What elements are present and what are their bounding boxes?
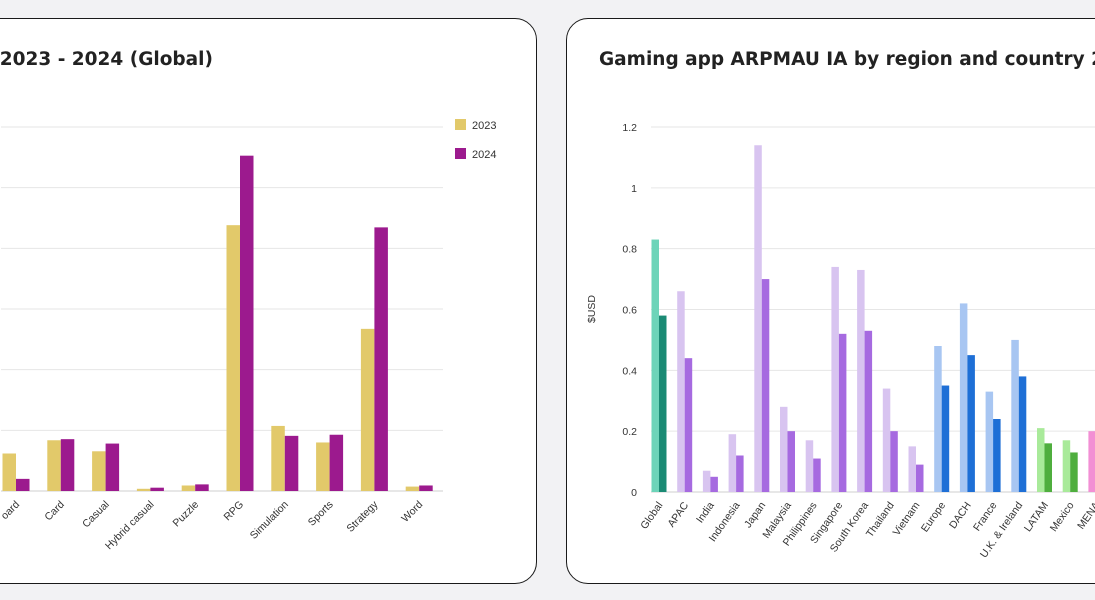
x-tick-label: Vietnam	[891, 500, 923, 538]
bar-2023-japan	[754, 145, 762, 492]
bar-2024-india	[710, 476, 718, 492]
bar-2023-vietnam	[908, 446, 916, 492]
bar-2023-mexico	[1062, 440, 1071, 492]
legend-swatch-2024	[455, 148, 466, 159]
bar-2023-south-korea	[857, 269, 865, 492]
bar-2024-hybrid-casual	[150, 487, 164, 491]
bar-2023-u-k-ireland	[1011, 339, 1019, 492]
genre-chart-title: A 2023 - 2024 (Global)	[0, 49, 213, 70]
legend-label-2023: 2023	[472, 120, 496, 132]
x-tick-label: Japan	[742, 500, 768, 530]
bar-2024-puzzle	[195, 484, 209, 491]
bar-2023-puzzle	[181, 485, 196, 491]
x-tick-label: Global	[638, 500, 665, 532]
bar-2023-apac	[677, 291, 685, 492]
bar-2023-strategy	[360, 328, 375, 491]
y-tick-label: 0.4	[622, 365, 637, 377]
x-tick-label: APAC	[665, 500, 691, 530]
bar-2023-dach	[959, 303, 968, 492]
bar-2024-japan	[761, 279, 770, 492]
bar-2024-indonesia	[736, 455, 744, 492]
bar-2023-mena	[1088, 431, 1095, 492]
bar-2024-apac	[684, 358, 693, 492]
bar-2023-philippines	[805, 440, 814, 492]
bar-2023-france	[985, 391, 994, 492]
bar-2024-france	[993, 419, 1001, 492]
x-tick-label: India	[694, 500, 717, 526]
x-tick-label: DACH	[947, 500, 974, 531]
y-tick-label: 0.2	[622, 426, 637, 438]
x-tick-label: RPG	[222, 499, 247, 524]
y-tick-label: 0	[631, 487, 637, 499]
y-tick-label: 1.2	[622, 122, 637, 134]
bar-2023-word	[405, 486, 420, 491]
x-tick-label: Sports	[306, 499, 336, 529]
bar-2023-europe	[934, 346, 942, 492]
bar-2024-board	[16, 478, 30, 491]
x-tick-label: oard	[0, 499, 22, 522]
region-chart-title: Gaming app ARPMAU IA by region and count…	[599, 49, 1095, 70]
bar-2024-philippines	[813, 458, 821, 492]
genre-chart-card: A 2023 - 2024 (Global) oard Card Casual Hyb…	[0, 18, 537, 584]
bar-2023-card	[47, 440, 61, 491]
bar-2024-singapore	[838, 333, 847, 492]
x-tick-label: Simulation	[248, 499, 291, 542]
bar-2024-u-k-ireland	[1018, 376, 1027, 492]
bar-2024-sports	[329, 434, 344, 491]
bar-2024-vietnam	[916, 464, 924, 492]
x-tick-label: Mexico	[1048, 500, 1077, 534]
bar-2024-global	[659, 315, 667, 492]
bar-2023-sports	[316, 442, 330, 491]
x-tick-label: Puzzle	[171, 499, 202, 530]
legend-label-2024: 2024	[472, 149, 496, 161]
bar-2023-hybrid-casual	[136, 488, 151, 491]
bar-2024-simulation	[284, 435, 299, 491]
bar-2024-dach	[967, 355, 975, 492]
bar-2024-mexico	[1070, 452, 1078, 492]
y-tick-label: 1	[631, 183, 637, 195]
bar-2023-indonesia	[728, 434, 737, 492]
bar-2024-thailand	[890, 431, 898, 492]
y-tick-label: 0.8	[622, 244, 637, 256]
bar-2023-simulation	[271, 425, 285, 491]
x-tick-label: MENA	[1075, 500, 1095, 532]
bar-2023-malaysia	[780, 406, 788, 492]
bar-2024-south-korea	[864, 330, 873, 492]
bar-2023-thailand	[882, 388, 891, 492]
bar-2024-malaysia	[787, 431, 795, 492]
bar-2023-rpg	[226, 225, 240, 492]
bar-2023-singapore	[831, 266, 839, 492]
bar-2023-india	[702, 470, 711, 492]
bar-2024-card	[60, 439, 75, 491]
bar-2024-casual	[105, 443, 120, 491]
x-tick-label: Europe	[919, 500, 948, 535]
y-axis-label: $USD	[586, 295, 598, 323]
y-tick-label: 0.6	[622, 305, 637, 317]
bar-2024-word	[419, 485, 433, 491]
region-chart-card: Gaming app ARPMAU IA by region and count…	[566, 18, 1095, 584]
bar-2023-global	[651, 239, 659, 492]
bar-2023-casual	[92, 451, 106, 491]
bar-2024-latam	[1044, 443, 1052, 492]
bar-2024-strategy	[374, 227, 388, 491]
bar-2024-europe	[941, 385, 950, 492]
bar-2023-latam	[1037, 428, 1045, 492]
legend-swatch-2023	[455, 119, 466, 130]
x-tick-label: Word	[399, 499, 425, 525]
x-tick-label: Casual	[80, 499, 112, 531]
x-tick-label: Card	[42, 499, 67, 524]
bar-2024-rpg	[240, 155, 254, 492]
bar-2023-board	[2, 453, 16, 491]
x-tick-label: Strategy	[344, 498, 381, 535]
x-tick-label: LATAM	[1022, 500, 1051, 534]
